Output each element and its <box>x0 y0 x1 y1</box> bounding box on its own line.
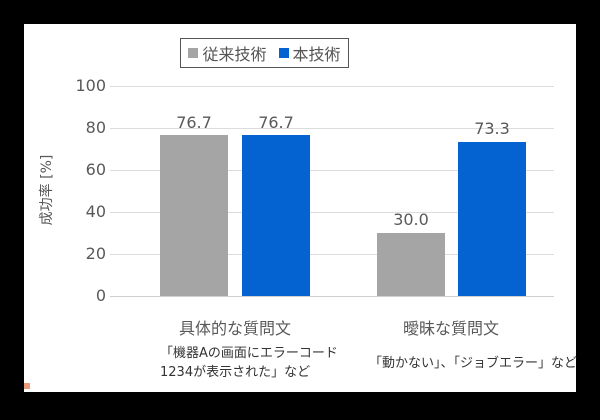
bar-conventional-ambiguous <box>377 233 445 296</box>
category-label-specific: 具体的な質問文 <box>178 319 291 338</box>
bar-value-label: 30.0 <box>393 210 429 229</box>
note-line: 1234が表示された」など <box>160 365 311 380</box>
gridline-100 <box>110 86 554 87</box>
category-label-ambiguous: 曖昧な質問文 <box>402 319 499 338</box>
y-tick: 80 <box>85 118 106 137</box>
legend: 従来技術 本技術 <box>180 38 349 68</box>
legend-item-conventional: 従来技術 <box>188 41 267 65</box>
bar-new-ambiguous <box>458 142 526 296</box>
bar-value-label: 76.7 <box>258 113 294 132</box>
note-line: 「機器Aの画面にエラーコード <box>160 346 338 361</box>
legend-swatch-blue <box>278 48 289 58</box>
bar-conventional-specific <box>160 135 228 296</box>
legend-swatch-gray <box>188 48 199 58</box>
y-tick: 20 <box>85 244 106 263</box>
bar-new-specific <box>242 135 310 296</box>
legend-label: 従来技術 <box>202 45 267 64</box>
corner-artifact <box>24 383 30 389</box>
category-note-ambiguous: 「動かない」、「ジョブエラー」など <box>369 354 577 373</box>
legend-item-new: 本技術 <box>278 41 341 65</box>
bar-value-label: 73.3 <box>474 119 510 138</box>
bar-value-label: 76.7 <box>176 113 212 132</box>
gridline-40 <box>110 212 554 213</box>
y-tick: 40 <box>85 202 106 221</box>
gridline-80 <box>110 128 554 129</box>
gridline-20 <box>110 254 554 255</box>
legend-label: 本技術 <box>292 45 341 64</box>
y-tick: 0 <box>95 286 106 305</box>
gridline-60 <box>110 170 554 171</box>
x-axis-line <box>110 296 554 297</box>
note-line: 「動かない」、「ジョブエラー」など <box>369 356 578 371</box>
y-axis-label: 成功率 [%] <box>39 154 55 226</box>
y-tick: 60 <box>85 160 106 179</box>
category-note-specific: 「機器Aの画面にエラーコード 1234が表示された」など <box>160 344 338 382</box>
y-tick: 100 <box>75 76 106 95</box>
